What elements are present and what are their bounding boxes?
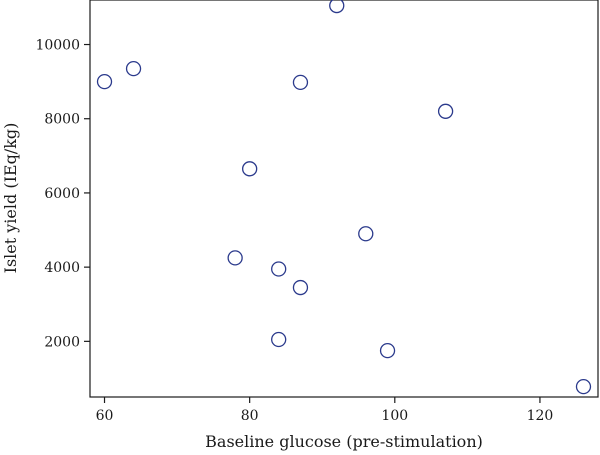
y-tick-label: 4000 bbox=[44, 260, 80, 276]
x-tick-label: 120 bbox=[527, 408, 554, 424]
data-point bbox=[358, 226, 374, 242]
data-point bbox=[292, 74, 309, 91]
data-point bbox=[575, 378, 592, 395]
data-point bbox=[96, 73, 113, 90]
y-tick-label: 6000 bbox=[44, 186, 80, 202]
data-point bbox=[329, 0, 345, 14]
data-point bbox=[271, 331, 287, 348]
x-tick-label: 80 bbox=[241, 408, 259, 424]
data-point bbox=[242, 161, 258, 177]
data-point bbox=[227, 250, 243, 266]
y-axis-label: Islet yield (IEq/kg) bbox=[1, 123, 20, 274]
x-tick-label: 100 bbox=[381, 408, 408, 424]
x-tick-label: 60 bbox=[96, 408, 114, 424]
data-point bbox=[379, 342, 396, 359]
y-tick-label: 8000 bbox=[44, 112, 80, 128]
x-axis-label: Baseline glucose (pre-stimulation) bbox=[205, 432, 483, 451]
axis-ticks: 60 80 100 120 2000 4000 6000 8000 10000 bbox=[35, 38, 553, 424]
data-point bbox=[437, 103, 454, 119]
y-tick-label: 10000 bbox=[35, 38, 80, 54]
data-points bbox=[96, 0, 592, 395]
y-tick-label: 2000 bbox=[44, 334, 80, 350]
data-point bbox=[271, 261, 287, 277]
plot-frame bbox=[89, 0, 599, 398]
data-point bbox=[292, 279, 309, 296]
data-point bbox=[125, 60, 142, 77]
